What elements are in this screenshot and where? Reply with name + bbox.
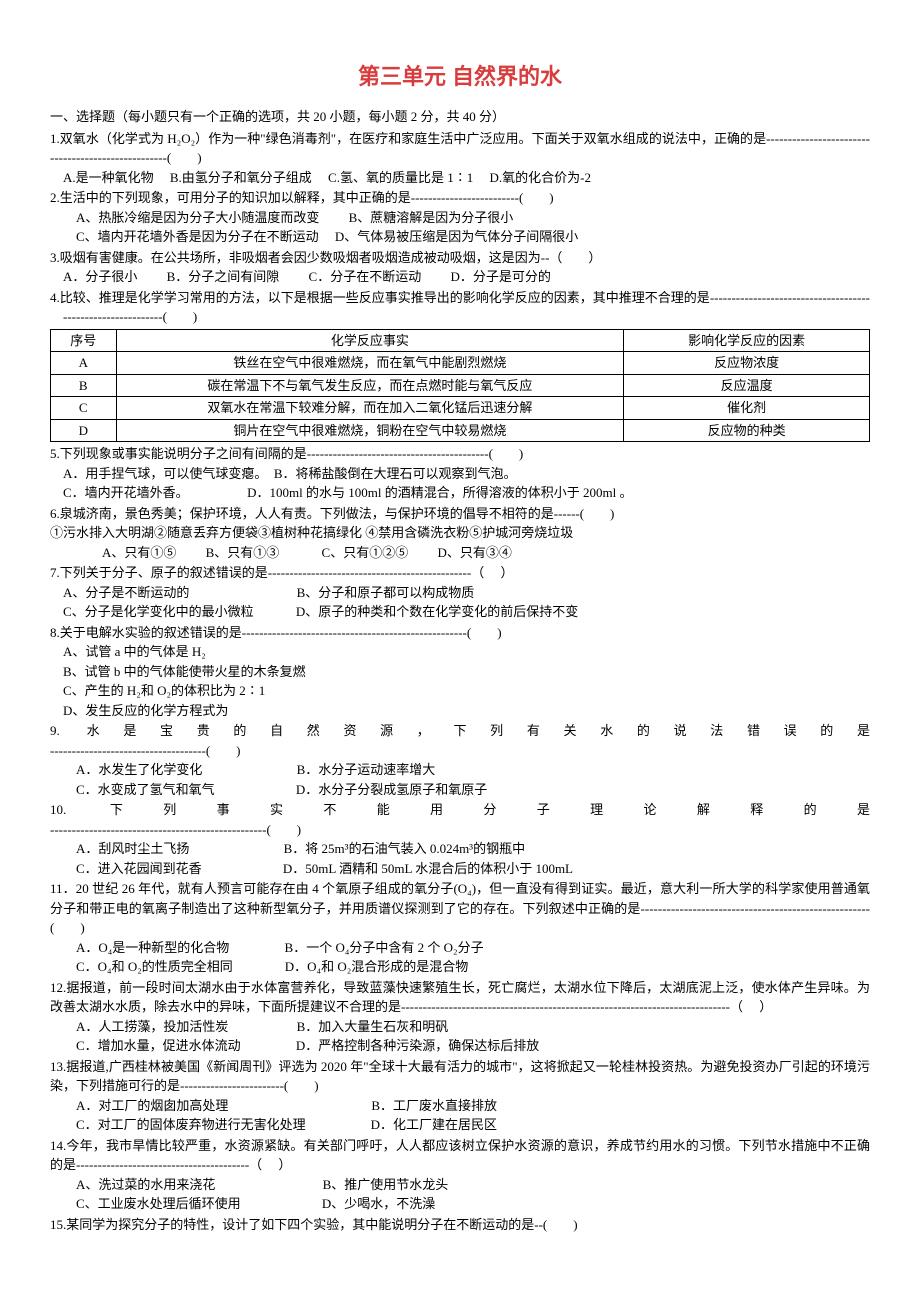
q4-c-2: 催化剂: [624, 397, 870, 420]
q2-text: 2.生活中的下列现象，可用分子的知识加以解释，其中正确的是-----------…: [50, 188, 870, 208]
question-9: 9. 水是宝贵的自然资源，下列有关水的说法错误的是 --------------…: [50, 721, 870, 799]
q14-option-ab: A、洗过菜的水用来浇花 B、推广使用节水龙头: [50, 1175, 870, 1195]
q4-c-0: C: [51, 397, 117, 420]
q5-option-ab: A．用手捏气球，可以使气球变瘪。 B．将稀盐酸倒在大理石可以观察到气泡。: [50, 464, 870, 484]
q3-options: A．分子很小 B．分子之间有间隙 C．分子在不断运动 D．分子是可分的: [50, 267, 870, 287]
q4-row-a: A 铁丝在空气中很难燃烧，而在氧气中能剧烈燃烧 反应物浓度: [51, 352, 870, 375]
q6-text: 6.泉城济南，景色秀美；保护环境，人人有责。下列做法，与保护环境的倡导不相符的是…: [50, 504, 870, 524]
q13-text: 13.据报道,广西桂林被美国《新闻周刊》评选为 2020 年"全球十大最有活力的…: [50, 1057, 870, 1096]
q4-d-2: 反应物的种类: [624, 419, 870, 442]
q4-table: 序号 化学反应事实 影响化学反应的因素 A 铁丝在空气中很难燃烧，而在氧气中能剧…: [50, 329, 870, 443]
q4-row-b: B 碳在常温下不与氧气发生反应，而在点燃时能与氧气反应 反应温度: [51, 374, 870, 397]
q1-text: 1.双氧水（化学式为 H₂O₂）作为一种"绿色消毒剂"，在医疗和家庭生活中广泛应…: [50, 129, 870, 168]
question-10: 10. 下列事实不能用分子理论解释的是 --------------------…: [50, 800, 870, 878]
q9-dash: ------------------------------------( ): [50, 741, 870, 761]
q14-text: 14.今年，我市旱情比较严重，水资源紧缺。有关部门呼吁，人人都应该树立保护水资源…: [50, 1136, 870, 1175]
q4-a-1: 铁丝在空气中很难燃烧，而在氧气中能剧烈燃烧: [116, 352, 624, 375]
q10-text: 10. 下列事实不能用分子理论解释的是: [50, 800, 870, 820]
question-5: 5.下列现象或事实能说明分子之间有间隔的是-------------------…: [50, 444, 870, 503]
q9-option-cd: C．水变成了氢气和氧气 D．水分子分裂成氢原子和氧原子: [50, 780, 870, 800]
q5-option-cd: C．墙内开花墙外香。 D．100ml 的水与 100ml 的酒精混合，所得溶液的…: [50, 483, 870, 503]
question-1: 1.双氧水（化学式为 H₂O₂）作为一种"绿色消毒剂"，在医疗和家庭生活中广泛应…: [50, 129, 870, 188]
q4-th-2: 影响化学反应的因素: [624, 329, 870, 352]
q2-option-cd: C、墙内开花墙外香是因为分子在不断运动 D、气体易被压缩是因为气体分子间隔很小: [50, 227, 870, 247]
question-11: 11．20 世纪 26 年代，就有人预言可能存在由 4 个氧原子组成的氧分子(O…: [50, 879, 870, 977]
q4-d-0: D: [51, 419, 117, 442]
q7-text: 7.下列关于分子、原子的叙述错误的是----------------------…: [50, 563, 870, 583]
q8-option-c: C、产生的 H₂和 O₂的体积比为 2∶1: [50, 681, 870, 701]
q9-text: 9. 水是宝贵的自然资源，下列有关水的说法错误的是: [50, 721, 870, 741]
q8-option-a: A、试管 a 中的气体是 H₂: [50, 642, 870, 662]
q3-text: 3.吸烟有害健康。在公共场所，非吸烟者会因少数吸烟者吸烟造成被动吸烟，这是因为-…: [50, 248, 870, 268]
question-6: 6.泉城济南，景色秀美；保护环境，人人有责。下列做法，与保护环境的倡导不相符的是…: [50, 504, 870, 563]
q4-c-1: 双氧水在常温下较难分解，而在加入二氧化锰后迅速分解: [116, 397, 624, 420]
question-12: 12.据报道，前一段时间太湖水由于水体富营养化，导致蓝藻快速繁殖生长，死亡腐烂，…: [50, 978, 870, 1056]
q9-option-ab: A．水发生了化学变化 B．水分子运动速率增大: [50, 760, 870, 780]
q11-option-cd: C．O₄和 O₂的性质完全相同 D．O₄和 O₂混合形成的是混合物: [50, 957, 870, 977]
question-7: 7.下列关于分子、原子的叙述错误的是----------------------…: [50, 563, 870, 622]
q4-th-1: 化学反应事实: [116, 329, 624, 352]
q7-option-ab: A、分子是不断运动的 B、分子和原子都可以构成物质: [50, 583, 870, 603]
q6-options: A、只有①⑤ B、只有①③ C、只有①②⑤ D、只有③④: [50, 543, 870, 563]
q15-text: 15.某同学为探究分子的特性，设计了如下四个实验，其中能说明分子在不断运动的是-…: [50, 1215, 870, 1235]
q4-table-head: 序号 化学反应事实 影响化学反应的因素: [51, 329, 870, 352]
q12-option-ab: A．人工捞藻，投加活性炭 B．加入大量生石灰和明矾: [50, 1017, 870, 1037]
q13-option-ab: A．对工厂的烟囱加高处理 B．工厂废水直接排放: [50, 1096, 870, 1116]
q11-option-ab: A．O₄是一种新型的化合物 B．一个 O₄分子中含有 2 个 O₂分子: [50, 938, 870, 958]
q10-dash: ----------------------------------------…: [50, 820, 870, 840]
q12-text: 12.据报道，前一段时间太湖水由于水体富营养化，导致蓝藻快速繁殖生长，死亡腐烂，…: [50, 978, 870, 1017]
q4-th-0: 序号: [51, 329, 117, 352]
q4-row-d: D 铜片在空气中很难燃烧，铜粉在空气中较易燃烧 反应物的种类: [51, 419, 870, 442]
q10-option-ab: A．刮风时尘土飞扬 B．将 25m³的石油气装入 0.024m³的钢瓶中: [50, 839, 870, 859]
q8-option-b: B、试管 b 中的气体能使带火星的木条复燃: [50, 662, 870, 682]
q4-a-2: 反应物浓度: [624, 352, 870, 375]
q6-line2: ①污水排入大明湖②随意丢弃方便袋③植树种花搞绿化 ④禁用含磷洗衣粉⑤护城河旁烧垃…: [50, 523, 870, 543]
q4-b-1: 碳在常温下不与氧气发生反应，而在点燃时能与氧气反应: [116, 374, 624, 397]
q10-option-cd: C．进入花园闻到花香 D．50mL 酒精和 50mL 水混合后的体积小于 100…: [50, 859, 870, 879]
section-1-header: 一、选择题（每小题只有一个正确的选项，共 20 小题，每小题 2 分，共 40 …: [50, 107, 870, 127]
question-2: 2.生活中的下列现象，可用分子的知识加以解释，其中正确的是-----------…: [50, 188, 870, 247]
q4-a-0: A: [51, 352, 117, 375]
q2-option-ab: A、热胀冷缩是因为分子大小随温度而改变 B、蔗糖溶解是因为分子很小: [50, 208, 870, 228]
q7-option-cd: C、分子是化学变化中的最小微粒 D、原子的种类和个数在化学变化的前后保持不变: [50, 602, 870, 622]
question-8: 8.关于电解水实验的叙述错误的是------------------------…: [50, 623, 870, 721]
q4-d-1: 铜片在空气中很难燃烧，铜粉在空气中较易燃烧: [116, 419, 624, 442]
q12-option-cd: C．增加水量，促进水体流动 D．严格控制各种污染源，确保达标后排放: [50, 1036, 870, 1056]
q8-text: 8.关于电解水实验的叙述错误的是------------------------…: [50, 623, 870, 643]
q4-row-c: C 双氧水在常温下较难分解，而在加入二氧化锰后迅速分解 催化剂: [51, 397, 870, 420]
q4-b-0: B: [51, 374, 117, 397]
question-3: 3.吸烟有害健康。在公共场所，非吸烟者会因少数吸烟者吸烟造成被动吸烟，这是因为-…: [50, 248, 870, 287]
page-title: 第三单元 自然界的水: [50, 60, 870, 93]
question-15: 15.某同学为探究分子的特性，设计了如下四个实验，其中能说明分子在不断运动的是-…: [50, 1215, 870, 1235]
q14-option-cd: C、工业废水处理后循环使用 D、少喝水，不洗澡: [50, 1194, 870, 1214]
q4-b-2: 反应温度: [624, 374, 870, 397]
q1-options: A.是一种氧化物 B.由氢分子和氧分子组成 C.氢、氧的质量比是 1∶1 D.氧…: [50, 168, 870, 188]
q13-option-cd: C．对工厂的固体废弃物进行无害化处理 D．化工厂建在居民区: [50, 1115, 870, 1135]
question-4: 4.比较、推理是化学学习常用的方法，以下是根据一些反应事实推导出的影响化学反应的…: [50, 288, 870, 443]
question-13: 13.据报道,广西桂林被美国《新闻周刊》评选为 2020 年"全球十大最有活力的…: [50, 1057, 870, 1135]
question-14: 14.今年，我市旱情比较严重，水资源紧缺。有关部门呼吁，人人都应该树立保护水资源…: [50, 1136, 870, 1214]
q8-option-d: D、发生反应的化学方程式为: [50, 701, 870, 721]
q5-text: 5.下列现象或事实能说明分子之间有间隔的是-------------------…: [50, 444, 870, 464]
q11-text: 11．20 世纪 26 年代，就有人预言可能存在由 4 个氧原子组成的氧分子(O…: [50, 879, 870, 938]
q4-text: 4.比较、推理是化学学习常用的方法，以下是根据一些反应事实推导出的影响化学反应的…: [50, 288, 870, 327]
